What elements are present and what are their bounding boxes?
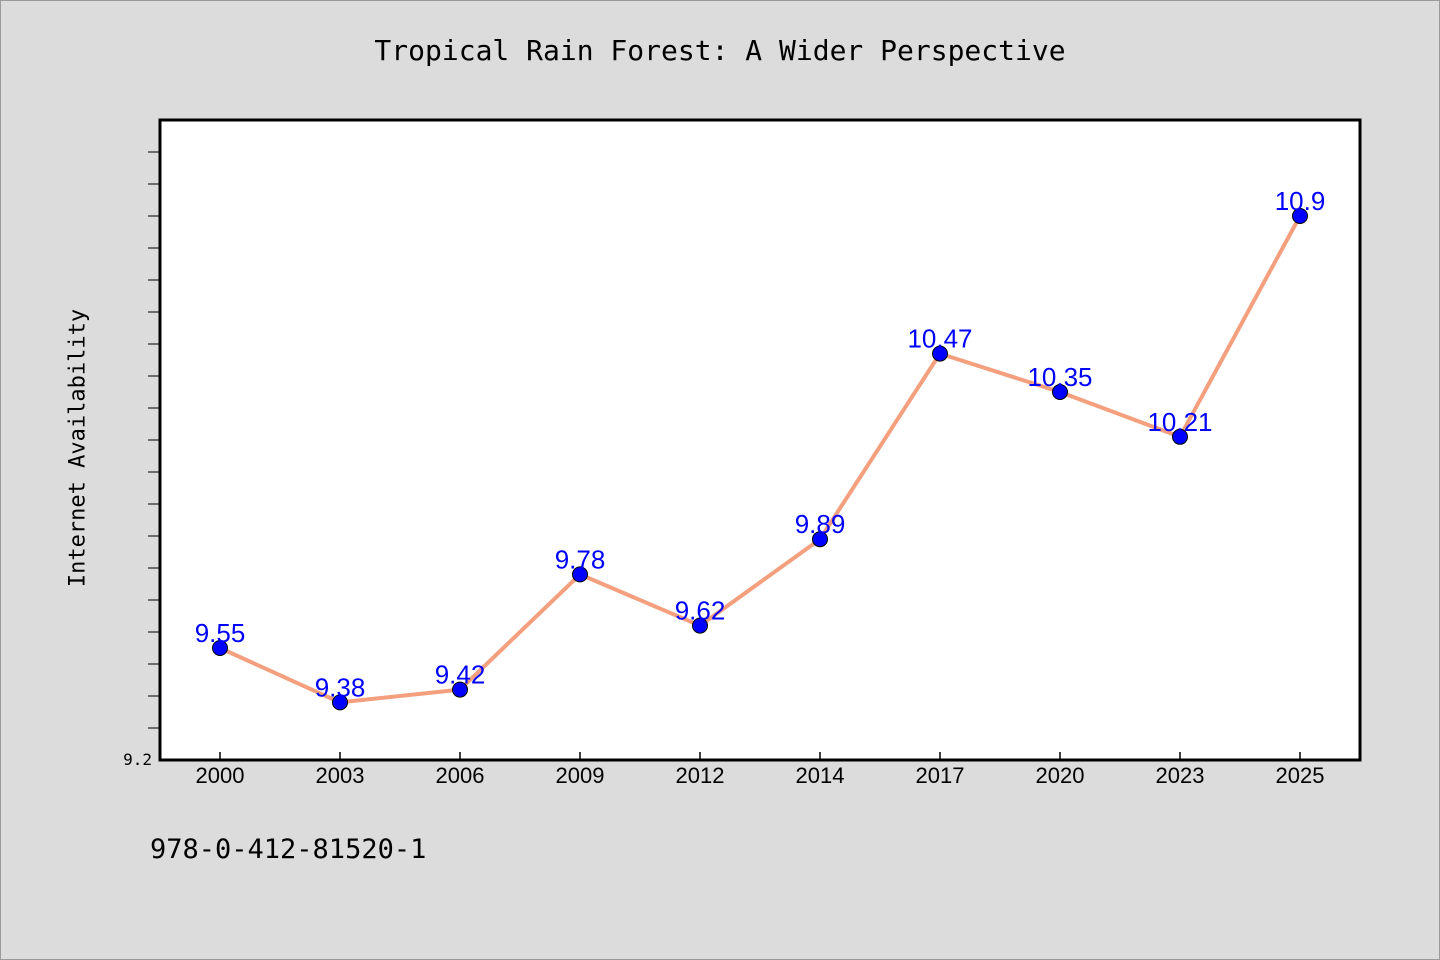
x-tick-label: 2006	[436, 763, 485, 788]
data-point-marker	[1052, 384, 1068, 400]
x-tick-label: 2020	[1036, 763, 1085, 788]
data-point-marker	[1292, 208, 1308, 224]
data-label: 10.47	[907, 324, 972, 354]
data-point-marker	[932, 345, 948, 362]
x-tick-label: 2012	[676, 763, 725, 788]
x-tick-label: 2009	[556, 763, 605, 788]
series-line-segment	[818, 351, 942, 542]
x-tick-label: 2000	[196, 763, 245, 788]
data-label: 9.78	[555, 544, 606, 574]
plot-background	[158, 118, 1362, 762]
data-label: 9.62	[675, 596, 726, 626]
marker-group	[212, 208, 1308, 711]
series-line-segment	[1178, 214, 1302, 439]
x-tick-label: 2017	[916, 763, 965, 788]
data-label: 9.42	[435, 660, 486, 690]
chart-title: Tropical Rain Forest: A Wider Perspectiv…	[374, 34, 1066, 67]
data-point-marker	[692, 617, 708, 634]
isbn-text: 978-0-412-81520-1	[150, 834, 427, 865]
x-tick-label: 2014	[796, 763, 845, 788]
data-label: 10.21	[1147, 407, 1212, 437]
series-line-segment	[458, 572, 582, 692]
data-label-group: 9.55 9.38 9.42 9.78 9.62 9.89 10.47 10.35 10.21 1…	[195, 186, 1326, 702]
series-line-segment	[578, 572, 702, 628]
x-tick-label: 2025	[1276, 763, 1325, 788]
series-line-segment	[698, 537, 822, 628]
x-tick-label: 2003	[316, 763, 365, 788]
data-point-marker	[1172, 428, 1188, 445]
x-axis-ticks: 2000 2003 2006 2009 2012 2014 2017 2020 2023 2025	[196, 752, 1325, 788]
y-tick-label: 9.2	[123, 750, 152, 769]
data-label: 10.9	[1275, 186, 1326, 216]
data-point-marker	[212, 640, 228, 656]
series-line-group	[218, 214, 1302, 705]
series-line-segment	[218, 646, 342, 705]
series-line-segment	[1058, 390, 1182, 439]
series-line-segment	[338, 687, 462, 705]
y-tick-label-group: 9.2	[123, 750, 152, 769]
data-label: 9.89	[795, 509, 846, 539]
data-point-marker	[332, 694, 348, 711]
x-tick-label: 2023	[1156, 763, 1205, 788]
data-label: 9.55	[195, 618, 246, 648]
data-label: 10.35	[1027, 362, 1092, 392]
data-point-marker	[452, 681, 468, 698]
data-point-marker	[812, 531, 828, 548]
data-point-marker	[572, 566, 588, 583]
series-line-segment	[938, 351, 1062, 394]
data-label: 9.38	[315, 672, 366, 702]
y-axis-ticks	[148, 151, 160, 729]
